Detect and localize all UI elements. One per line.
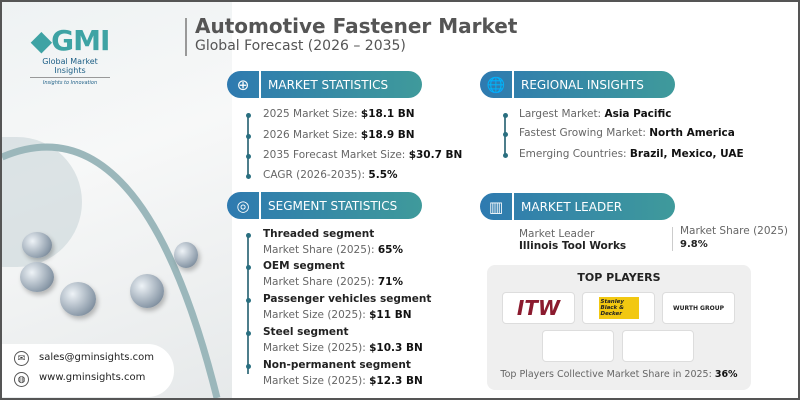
stat-item: 2035 Forecast Market Size: $30.7 BN xyxy=(263,149,463,161)
player-logo-blank xyxy=(622,330,694,362)
regional-insights-header: 🌐 REGIONAL INSIGHTS xyxy=(480,71,675,98)
segment-name: Non-permanent segment xyxy=(263,359,411,371)
stat-item: Largest Market: Asia Pacific xyxy=(519,108,672,120)
segment-value: Market Size (2025): $12.3 BN xyxy=(263,375,423,387)
leader-name: Illinois Tool Works xyxy=(519,240,627,252)
globe-chart-icon: ⊕ xyxy=(227,71,261,98)
bullet-dot xyxy=(246,154,251,159)
bullet-dot xyxy=(246,233,251,238)
email-icon: ✉ xyxy=(14,351,29,366)
leader-label: Market Leader xyxy=(519,228,595,240)
player-logo-itw: ITW xyxy=(502,292,575,324)
top-players-heading: TOP PLAYERS xyxy=(577,271,661,284)
segment-name: Passenger vehicles segment xyxy=(263,293,432,305)
market-statistics-header: ⊕ MARKET STATISTICS xyxy=(227,71,422,98)
stat-item: Fastest Growing Market: North America xyxy=(519,127,735,139)
timeline xyxy=(247,116,249,178)
bullet-dot xyxy=(246,265,251,270)
player-logo-blank xyxy=(542,330,614,362)
segment-value: Market Share (2025): 65% xyxy=(263,244,403,256)
segment-name: Threaded segment xyxy=(263,228,375,240)
segment-value: Market Size (2025): $11 BN xyxy=(263,309,412,321)
collective-share: Top Players Collective Market Share in 2… xyxy=(500,369,738,380)
contact-panel: ✉ sales@gminsights.com ◍ www.gminsights.… xyxy=(2,344,174,397)
segment-statistics-header: ◎ SEGMENT STATISTICS xyxy=(227,192,422,219)
bullet-dot xyxy=(246,113,251,118)
share-label: Market Share (2025) xyxy=(680,225,788,237)
player-logo-stanley: Stanley Black & Decker xyxy=(582,292,655,324)
top-players-panel: TOP PLAYERS ITW Stanley Black & Decker W… xyxy=(487,265,751,390)
bullet-dot xyxy=(246,298,251,303)
bar-chart-icon: ▥ xyxy=(480,193,514,220)
stat-item: CAGR (2026-2035): 5.5% xyxy=(263,169,398,181)
segment-value: Market Size (2025): $10.3 BN xyxy=(263,342,423,354)
target-chart-icon: ◎ xyxy=(227,192,261,219)
timeline xyxy=(247,234,249,374)
email-link[interactable]: sales@gminsights.com xyxy=(39,352,155,363)
segment-name: Steel segment xyxy=(263,326,349,338)
share-value: 9.8% xyxy=(680,239,708,250)
segment-value: Market Share (2025): 71% xyxy=(263,276,403,288)
globe-icon: ◍ xyxy=(14,372,29,387)
market-leader-header: ▥ MARKET LEADER xyxy=(480,193,675,220)
bullet-dot xyxy=(246,134,251,139)
segment-name: OEM segment xyxy=(263,260,345,272)
bullet-dot xyxy=(503,132,508,137)
fasteners-photo xyxy=(2,202,217,342)
bullet-dot xyxy=(503,153,508,158)
stat-item: Emerging Countries: Brazil, Mexico, UAE xyxy=(519,148,744,160)
gmi-logo: ◆GMI Global Market Insights Insights to … xyxy=(30,24,110,86)
page-subtitle: Global Forecast (2026 – 2035) xyxy=(195,38,406,54)
page-title: Automotive Fastener Market xyxy=(195,14,518,38)
website-link[interactable]: www.gminsights.com xyxy=(39,372,146,383)
stat-item: 2026 Market Size: $18.9 BN xyxy=(263,129,415,141)
title-divider xyxy=(185,18,187,56)
globe-icon: 🌐 xyxy=(480,71,514,98)
bullet-dot xyxy=(503,113,508,118)
player-logo-wurth: WURTH GROUP xyxy=(662,292,735,324)
bullet-dot xyxy=(246,364,251,369)
bullet-dot xyxy=(246,331,251,336)
bullet-dot xyxy=(246,174,251,179)
decorative-arc xyxy=(2,143,221,398)
divider xyxy=(672,227,673,251)
stat-item: 2025 Market Size: $18.1 BN xyxy=(263,108,415,120)
